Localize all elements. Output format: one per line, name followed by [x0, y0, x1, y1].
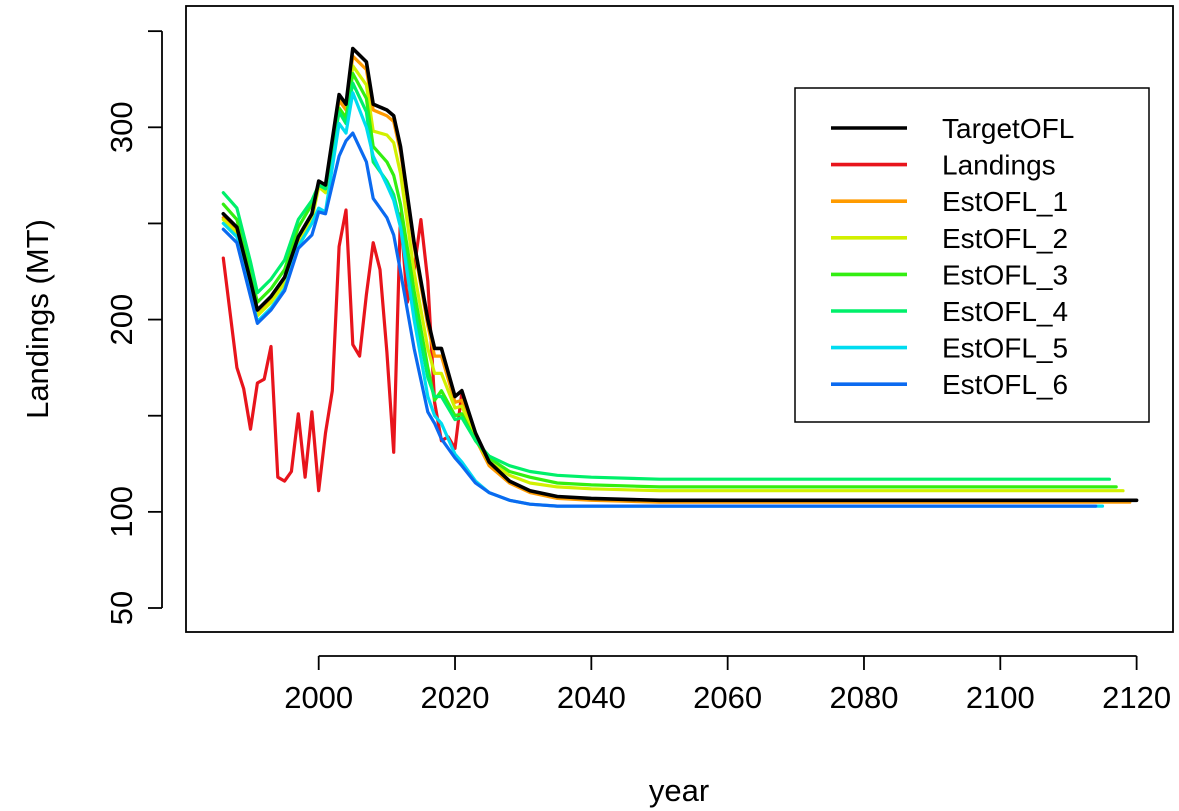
- y-tick-label: 50: [104, 591, 139, 625]
- legend-label: EstOFL_5: [942, 333, 1068, 364]
- legend-box: [794, 87, 1150, 423]
- x-tick-label: 2040: [557, 680, 626, 715]
- legend-label: EstOFL_1: [942, 186, 1068, 217]
- series-line-targetofl: [221, 46, 1139, 503]
- x-tick-label: 2020: [421, 680, 490, 715]
- series-line-estofl-3: [221, 71, 1118, 489]
- legend-label: Landings: [942, 150, 1056, 181]
- y-tick-label: 300: [104, 101, 139, 153]
- x-tick-label: 2060: [693, 680, 762, 715]
- series-line-landings: [221, 208, 464, 493]
- series-line-estofl-2: [221, 64, 1125, 493]
- y-axis: 50 100 200 300: [104, 30, 163, 625]
- legend: TargetOFL Landings EstOFL_1 EstOFL_2 EstOFL_…: [794, 87, 1150, 423]
- series-line-estofl-4: [221, 81, 1112, 481]
- legend-label: EstOFL_3: [942, 259, 1068, 290]
- plot-frame: [185, 5, 1174, 633]
- y-axis-title: Landings (MT): [20, 219, 55, 419]
- series-line-estofl-6: [221, 131, 1098, 508]
- legend-label: EstOFL_4: [942, 296, 1068, 327]
- legend-label: EstOFL_6: [942, 369, 1068, 400]
- x-tick-label: 2000: [284, 680, 353, 715]
- x-axis-title: year: [649, 773, 709, 808]
- legend-label: EstOFL_2: [942, 223, 1068, 254]
- x-axis: 2000 2020 2040 2060 2080 2100 2120: [284, 655, 1171, 715]
- series-layer: [221, 46, 1139, 508]
- y-tick-label: 200: [104, 294, 139, 346]
- x-tick-label: 2100: [966, 680, 1035, 715]
- y-tick-label: 100: [104, 486, 139, 538]
- x-tick-label: 2080: [829, 680, 898, 715]
- x-tick-label: 2120: [1102, 680, 1171, 715]
- legend-label: TargetOFL: [942, 113, 1074, 144]
